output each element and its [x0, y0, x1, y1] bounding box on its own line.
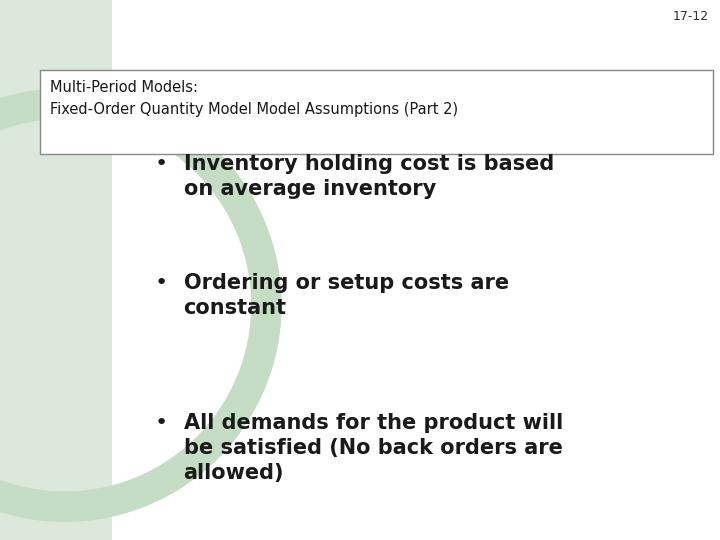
Text: •: •	[155, 273, 168, 293]
Bar	[0, 0, 112, 540]
Text: Ordering or setup costs are
constant: Ordering or setup costs are constant	[184, 273, 509, 318]
Text: Inventory holding cost is based
on average inventory: Inventory holding cost is based on avera…	[184, 154, 554, 199]
Text: •: •	[155, 154, 168, 174]
Text: Multi-Period Models:
Fixed-Order Quantity Model Model Assumptions (Part 2): Multi-Period Models: Fixed-Order Quantit…	[50, 80, 459, 117]
Text: 17-12: 17-12	[673, 10, 709, 23]
Text: •: •	[155, 413, 168, 433]
Text: All demands for the product will
be satisfied (No back orders are
allowed): All demands for the product will be sati…	[184, 413, 563, 483]
Bar	[40, 70, 713, 154]
